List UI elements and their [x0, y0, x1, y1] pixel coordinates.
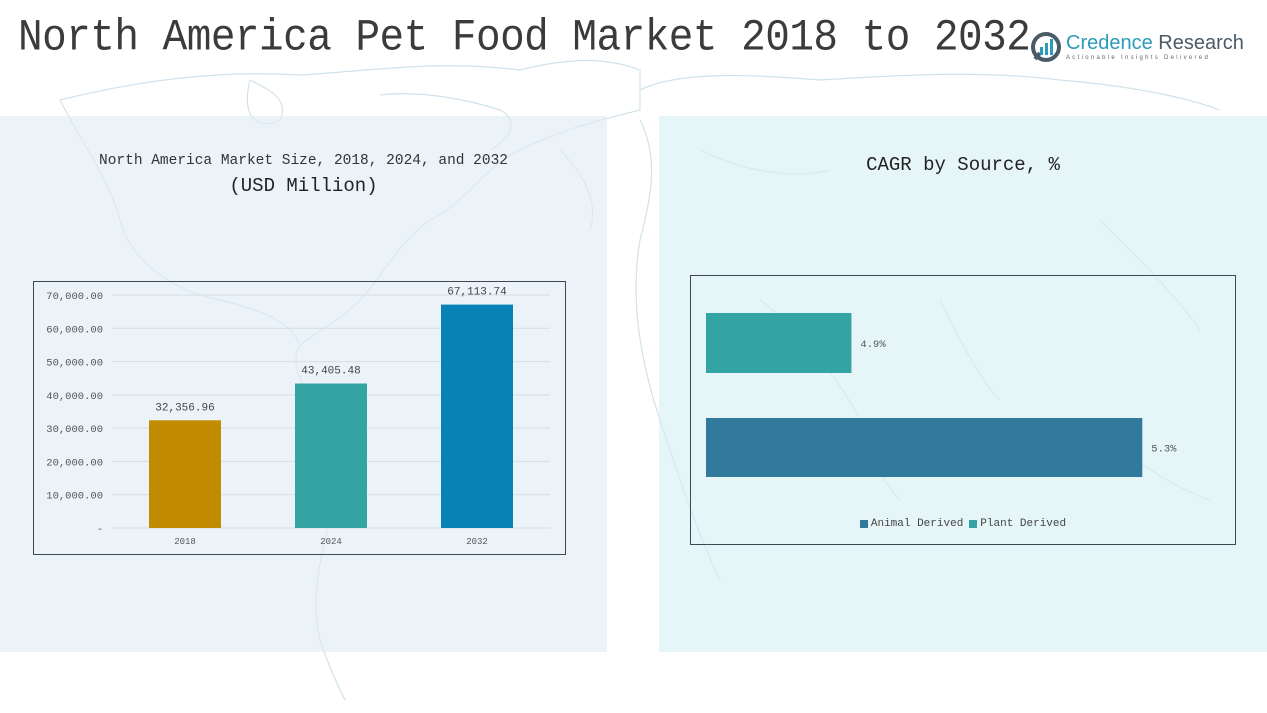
- market-size-chart-title: North America Market Size, 2018, 2024, a…: [99, 153, 508, 169]
- cagr-panel: [659, 116, 1267, 652]
- cagr-chart-frame: [690, 275, 1236, 545]
- cagr-chart-title: CAGR by Source, %: [866, 154, 1060, 176]
- logo-name-credence: Credence: [1066, 32, 1153, 54]
- legend-label-animal-derived: Animal Derived: [870, 518, 964, 530]
- logo-tagline: Actionable Insights Delivered: [1066, 55, 1211, 61]
- legend-swatch-animal-derived: [859, 520, 868, 528]
- page-title: North America Pet Food Market 2018 to 20…: [18, 14, 1031, 64]
- legend-label-plant-derived: Plant Derived: [980, 518, 1067, 530]
- market-size-chart-frame: [33, 281, 566, 555]
- legend-item-animal-derived: Animal Derived: [859, 518, 964, 530]
- legend-swatch-plant-derived: [969, 520, 978, 528]
- legend-item-plant-derived: Plant Derived: [969, 518, 1066, 530]
- market-size-chart-subtitle: (USD Million): [229, 175, 378, 197]
- logo-chart-icon: [1031, 32, 1061, 62]
- cagr-legend: Animal Derived Plant Derived: [690, 518, 1236, 530]
- credence-research-logo: Credence Research Actionable Insights De…: [1030, 31, 1244, 63]
- logo-name-research: Research: [1158, 32, 1244, 54]
